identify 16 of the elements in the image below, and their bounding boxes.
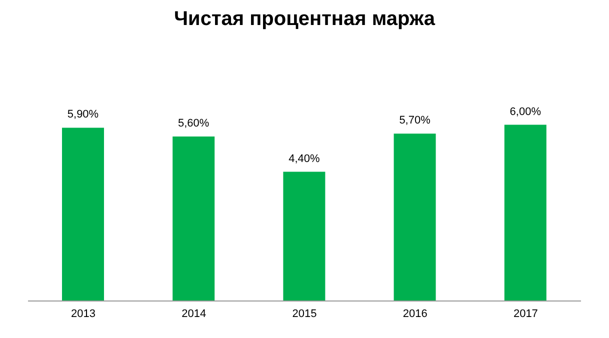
x-tick-label: 2014 [182,308,206,320]
bar [62,128,104,301]
bar [504,124,546,301]
x-tick-label: 2015 [292,308,317,320]
x-tick-label: 2013 [71,308,96,320]
data-label: 6,00% [510,106,542,118]
data-label: 5,90% [67,108,99,121]
data-label: 5,60% [178,118,210,130]
bar [394,134,436,301]
bar [172,136,215,301]
x-tick-label: 2016 [402,308,428,320]
data-label: 4,40% [288,152,320,165]
bar [283,172,326,301]
chart-title: Чистая процентная маржа [172,8,436,32]
x-tick-label: 2017 [513,308,538,320]
data-label: 5,70% [399,114,431,127]
